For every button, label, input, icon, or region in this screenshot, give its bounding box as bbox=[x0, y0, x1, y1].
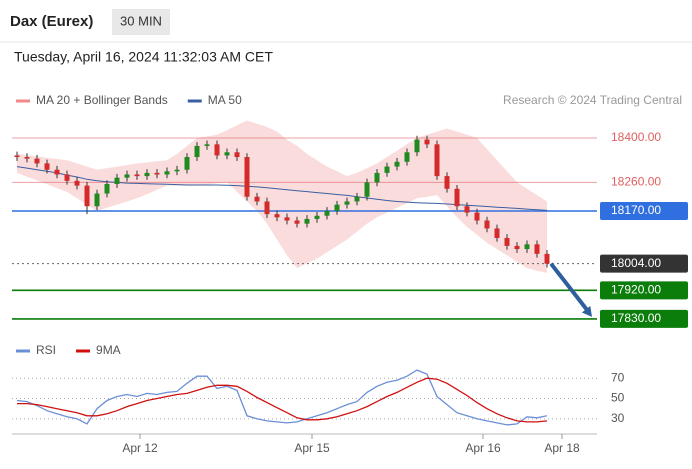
candle-body bbox=[24, 157, 30, 159]
candle-body bbox=[94, 193, 100, 207]
candle-body bbox=[44, 163, 50, 170]
datetime: Tuesday, April 16, 2024 11:32:03 AM CET bbox=[14, 49, 273, 65]
candle-body bbox=[344, 201, 350, 205]
x-tick-label: Apr 15 bbox=[294, 441, 330, 455]
legend-label: 9MA bbox=[96, 343, 121, 357]
candle-body bbox=[314, 215, 320, 219]
candle-body bbox=[14, 155, 20, 158]
legend-label: MA 20 + Bollinger Bands bbox=[36, 93, 168, 107]
level-label-box bbox=[600, 201, 688, 220]
candle-body bbox=[384, 166, 390, 173]
candle-body bbox=[414, 139, 420, 153]
candle-body bbox=[304, 218, 310, 224]
candle-body bbox=[354, 196, 360, 202]
candle-body bbox=[504, 237, 510, 246]
level-label: 18400.00 bbox=[611, 130, 661, 144]
candle-body bbox=[74, 180, 80, 186]
candle-body bbox=[464, 206, 470, 213]
candle-body bbox=[144, 172, 150, 177]
timeframe-box bbox=[112, 9, 170, 35]
candle-body bbox=[274, 214, 280, 218]
candle-body bbox=[374, 172, 380, 183]
level-label: 17830.00 bbox=[611, 311, 661, 325]
x-tick-label: Apr 12 bbox=[122, 441, 158, 455]
candle-body bbox=[64, 174, 70, 181]
level-label: 18260.00 bbox=[611, 175, 661, 189]
candle-body bbox=[334, 204, 340, 211]
candle-body bbox=[524, 244, 530, 250]
candle-body bbox=[514, 245, 520, 250]
bollinger-band bbox=[17, 120, 547, 273]
target-arrow bbox=[549, 262, 589, 312]
candle-body bbox=[124, 174, 130, 178]
level-label: 17920.00 bbox=[611, 283, 661, 297]
candle-body bbox=[474, 212, 480, 221]
instrument: Dax (Eurex) bbox=[10, 13, 93, 30]
target-arrowhead bbox=[581, 306, 592, 317]
rsi-line bbox=[17, 377, 548, 423]
candle-body bbox=[184, 157, 190, 170]
candle-body bbox=[234, 152, 240, 158]
candle-body bbox=[134, 174, 140, 177]
candle-body bbox=[454, 188, 460, 207]
candle-body bbox=[214, 144, 220, 156]
level-label-box bbox=[600, 254, 688, 273]
legend-label: RSI bbox=[36, 343, 56, 357]
level-label: 18170.00 bbox=[611, 203, 661, 217]
candle-body bbox=[204, 144, 210, 146]
candle-body bbox=[534, 244, 540, 254]
y-tick-label: 70 bbox=[611, 370, 625, 384]
candle-body bbox=[104, 184, 110, 194]
candle-body bbox=[294, 220, 300, 224]
candle-body bbox=[364, 182, 370, 197]
candle-body bbox=[404, 152, 410, 162]
timeframe: 30 MIN bbox=[120, 13, 162, 28]
x-tick-label: Apr 18 bbox=[544, 441, 580, 455]
candle-body bbox=[394, 161, 400, 167]
candle-body bbox=[284, 217, 290, 221]
candle-body bbox=[224, 152, 230, 156]
candle-body bbox=[84, 185, 90, 207]
candle-body bbox=[54, 169, 60, 175]
candle-body bbox=[544, 253, 550, 264]
candle-body bbox=[164, 171, 170, 175]
y-tick-label: 50 bbox=[611, 391, 625, 405]
source: Research © 2024 Trading Central bbox=[503, 93, 682, 107]
x-tick-label: Apr 16 bbox=[465, 441, 501, 455]
candle-body bbox=[264, 201, 270, 215]
candle-body bbox=[324, 210, 330, 216]
candle-body bbox=[194, 145, 200, 158]
candle-body bbox=[494, 228, 500, 238]
legend-label: MA 50 bbox=[208, 93, 242, 107]
level-label-box bbox=[600, 309, 688, 328]
candle-body bbox=[244, 157, 250, 197]
level-label-box bbox=[600, 281, 688, 300]
candle-body bbox=[434, 144, 440, 177]
candle-body bbox=[444, 176, 450, 189]
candle-body bbox=[424, 139, 430, 145]
candle-body bbox=[114, 177, 120, 185]
candle-body bbox=[34, 158, 40, 164]
candle-body bbox=[174, 169, 180, 172]
candle-body bbox=[254, 196, 260, 202]
candle-body bbox=[484, 220, 490, 229]
level-label: 18004.00 bbox=[611, 256, 661, 270]
candle-body bbox=[154, 172, 160, 175]
y-tick-label: 30 bbox=[611, 411, 625, 425]
rsi-line bbox=[16, 369, 548, 426]
